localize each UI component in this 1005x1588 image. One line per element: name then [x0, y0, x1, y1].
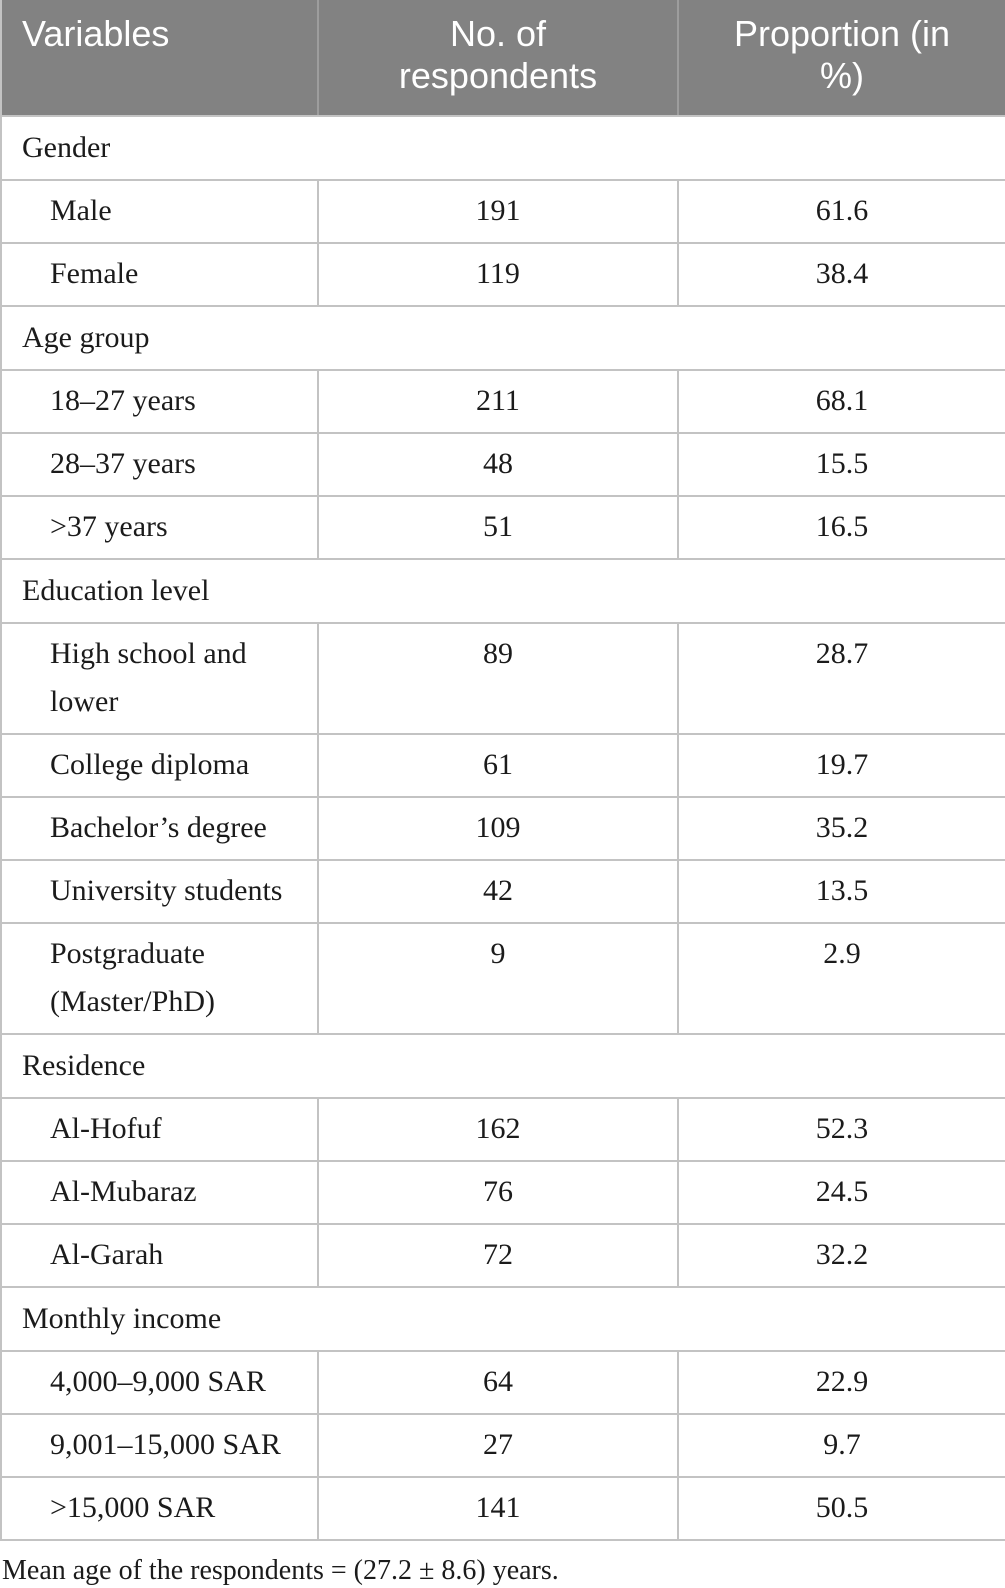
section-label: Age group [1, 305, 1005, 370]
cell-variable: Postgraduate (Master/PhD) [1, 922, 318, 1034]
table-header: Variables No. of respondents Proportion … [1, 0, 1005, 117]
section-label: Residence [1, 1033, 1005, 1098]
cell-proportion: 15.5 [677, 432, 1005, 496]
cell-respondents: 64 [317, 1350, 678, 1414]
cell-respondents: 109 [317, 796, 678, 860]
table-row: 9,001–15,000 SAR 27 9.7 [1, 1413, 1005, 1477]
cell-respondents: 72 [317, 1223, 678, 1287]
cell-proportion: 13.5 [677, 859, 1005, 923]
cell-respondents: 61 [317, 733, 678, 797]
table-row: >37 years 51 16.5 [1, 495, 1005, 559]
table-row: Al-Garah 72 32.2 [1, 1223, 1005, 1287]
cell-proportion: 2.9 [677, 922, 1005, 1034]
section-row-gender: Gender [1, 115, 1005, 180]
cell-variable: 28–37 years [1, 432, 318, 496]
cell-proportion: 61.6 [677, 179, 1005, 243]
header-row: Variables No. of respondents Proportion … [1, 0, 1005, 117]
column-header-variables: Variables [1, 0, 318, 117]
cell-respondents: 42 [317, 859, 678, 923]
table-row: Bachelor’s degree 109 35.2 [1, 796, 1005, 860]
cell-proportion: 28.7 [677, 622, 1005, 734]
cell-variable: University students [1, 859, 318, 923]
cell-proportion: 52.3 [677, 1097, 1005, 1161]
cell-respondents: 27 [317, 1413, 678, 1477]
cell-variable: High school and lower [1, 622, 318, 734]
cell-variable: Al-Garah [1, 1223, 318, 1287]
table-row: Female 119 38.4 [1, 242, 1005, 306]
cell-variable: Female [1, 242, 318, 306]
cell-variable: 4,000–9,000 SAR [1, 1350, 318, 1414]
section-row-age-group: Age group [1, 305, 1005, 370]
cell-proportion: 24.5 [677, 1160, 1005, 1224]
section-row-monthly-income: Monthly income [1, 1286, 1005, 1351]
cell-respondents: 191 [317, 179, 678, 243]
table-row: Al-Mubaraz 76 24.5 [1, 1160, 1005, 1224]
section-label: Education level [1, 558, 1005, 623]
section-row-education-level: Education level [1, 558, 1005, 623]
cell-variable: 9,001–15,000 SAR [1, 1413, 318, 1477]
cell-variable: >37 years [1, 495, 318, 559]
table-row: College diploma 61 19.7 [1, 733, 1005, 797]
cell-respondents: 211 [317, 369, 678, 433]
cell-respondents: 141 [317, 1476, 678, 1540]
cell-variable: Bachelor’s degree [1, 796, 318, 860]
table-row: 28–37 years 48 15.5 [1, 432, 1005, 496]
section-row-residence: Residence [1, 1033, 1005, 1098]
cell-respondents: 89 [317, 622, 678, 734]
cell-proportion: 35.2 [677, 796, 1005, 860]
cell-respondents: 51 [317, 495, 678, 559]
table-row: High school and lower 89 28.7 [1, 622, 1005, 734]
table-footnote: Mean age of the respondents = (27.2 ± 8.… [2, 1555, 559, 1586]
table-row: 18–27 years 211 68.1 [1, 369, 1005, 433]
table-row: 4,000–9,000 SAR 64 22.9 [1, 1350, 1005, 1414]
cell-variable: 18–27 years [1, 369, 318, 433]
table-row: Postgraduate (Master/PhD) 9 2.9 [1, 922, 1005, 1034]
demographics-table: Variables No. of respondents Proportion … [0, 0, 1005, 1541]
table-body: Gender Male 191 61.6 Female 119 38.4 Age… [1, 115, 1005, 1540]
cell-variable: Al-Mubaraz [1, 1160, 318, 1224]
cell-variable: Al-Hofuf [1, 1097, 318, 1161]
cell-respondents: 76 [317, 1160, 678, 1224]
section-label: Gender [1, 115, 1005, 180]
cell-respondents: 48 [317, 432, 678, 496]
column-header-respondents: No. of respondents [317, 0, 678, 117]
cell-proportion: 19.7 [677, 733, 1005, 797]
cell-proportion: 22.9 [677, 1350, 1005, 1414]
cell-proportion: 68.1 [677, 369, 1005, 433]
table-row: Male 191 61.6 [1, 179, 1005, 243]
cell-variable: >15,000 SAR [1, 1476, 318, 1540]
cell-proportion: 50.5 [677, 1476, 1005, 1540]
cell-proportion: 9.7 [677, 1413, 1005, 1477]
cell-proportion: 38.4 [677, 242, 1005, 306]
column-header-proportion: Proportion (in %) [677, 0, 1005, 117]
cell-variable: Male [1, 179, 318, 243]
cell-respondents: 119 [317, 242, 678, 306]
table-row: >15,000 SAR 141 50.5 [1, 1476, 1005, 1540]
cell-respondents: 9 [317, 922, 678, 1034]
cell-proportion: 16.5 [677, 495, 1005, 559]
cell-variable: College diploma [1, 733, 318, 797]
cell-respondents: 162 [317, 1097, 678, 1161]
section-label: Monthly income [1, 1286, 1005, 1351]
table-row: University students 42 13.5 [1, 859, 1005, 923]
table-row: Al-Hofuf 162 52.3 [1, 1097, 1005, 1161]
cell-proportion: 32.2 [677, 1223, 1005, 1287]
